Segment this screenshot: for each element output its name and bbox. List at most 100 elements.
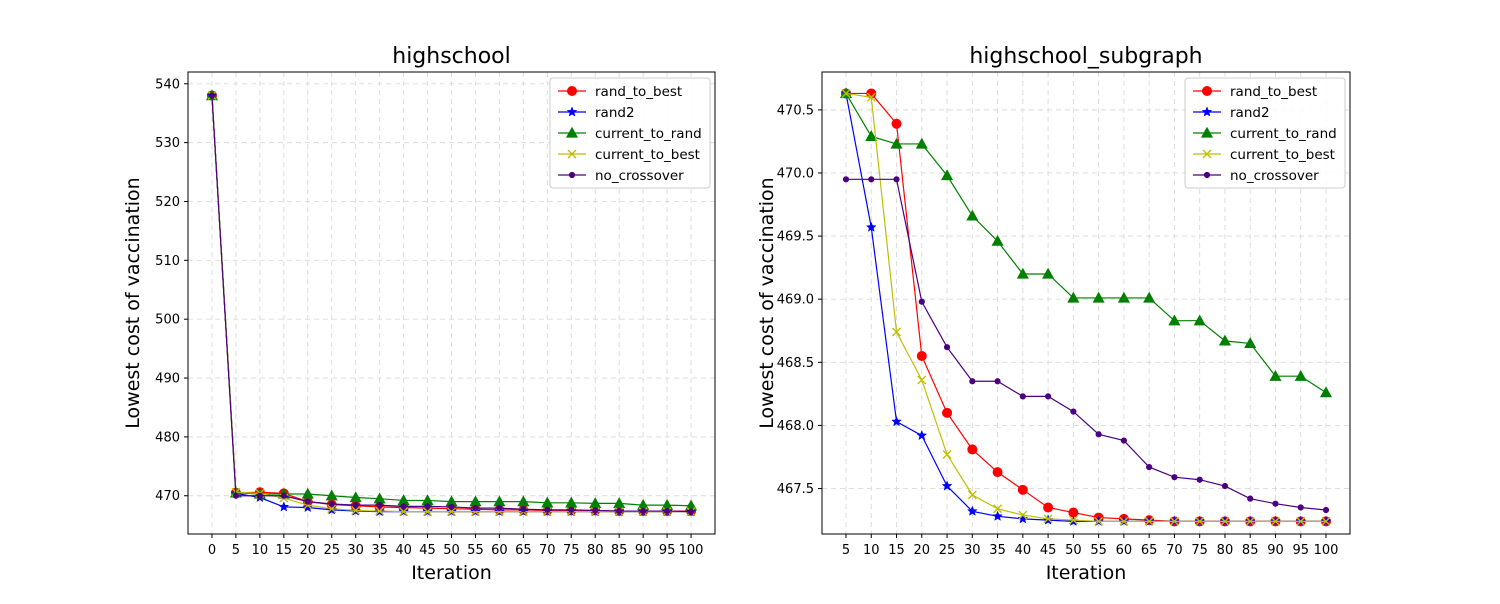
data-point <box>592 507 599 514</box>
y-tick-label: 468.5 <box>777 356 814 371</box>
data-point <box>915 137 928 149</box>
data-point <box>943 344 951 351</box>
x-tick-label: 80 <box>1217 543 1234 558</box>
x-tick-label: 80 <box>587 543 604 558</box>
y-tick-label: 510 <box>155 254 180 269</box>
data-point <box>1171 474 1178 481</box>
data-point <box>616 507 623 515</box>
data-point <box>1296 516 1306 526</box>
chart-title: highschool_subgraph <box>969 44 1202 69</box>
y-tick-label: 500 <box>155 313 180 328</box>
data-point <box>941 169 954 181</box>
legend-label: current_to_rand <box>1230 126 1337 142</box>
y-tick-label: 470.5 <box>777 103 814 118</box>
data-point <box>544 506 551 513</box>
y-tick-label: 530 <box>155 136 180 151</box>
data-point <box>1092 291 1105 303</box>
data-point <box>992 467 1003 478</box>
data-point <box>1321 516 1331 526</box>
axes-frame <box>821 71 1351 535</box>
y-tick-label: 470.0 <box>777 166 814 181</box>
data-point <box>1297 504 1304 511</box>
data-point <box>1146 463 1153 471</box>
x-axis-label: Iteration <box>411 562 492 584</box>
x-tick-label: 30 <box>964 543 981 558</box>
data-point <box>966 505 978 516</box>
data-point <box>893 176 900 183</box>
data-point <box>1018 510 1028 520</box>
legend-marker <box>567 149 577 159</box>
legend-marker <box>1202 149 1212 159</box>
data-point <box>969 378 976 385</box>
data-point <box>1269 369 1282 381</box>
x-tick-label: 35 <box>371 543 388 558</box>
legend-item-current_to_rand: current_to_rand <box>1193 126 1337 142</box>
data-point <box>1067 291 1080 303</box>
data-point <box>868 176 875 183</box>
series-line <box>845 92 1326 522</box>
legend-item-rand2: rand2 <box>558 105 635 121</box>
legend-label: current_to_best <box>595 147 700 163</box>
y-tick-label: 468.0 <box>777 419 814 434</box>
x-tick-label: 45 <box>1040 543 1057 558</box>
data-point <box>1095 431 1102 438</box>
x-tick-label: 70 <box>539 543 556 558</box>
legend: rand_to_best rand2 current_to_rand current_… <box>1184 77 1346 189</box>
x-tick-label: 50 <box>443 543 460 558</box>
series-no_crossover <box>842 176 1330 514</box>
y-tick-label: 480 <box>155 430 180 445</box>
y-tick-label: 490 <box>155 372 180 387</box>
x-tick-label: 15 <box>888 543 905 558</box>
x-tick-label: 90 <box>1267 543 1284 558</box>
legend: rand_to_best rand2 current_to_rand current_… <box>549 77 711 189</box>
series-line <box>845 93 1327 394</box>
data-point <box>891 415 902 427</box>
x-tick-label: 60 <box>491 543 508 558</box>
series-current_to_best <box>841 88 1331 526</box>
y-tick-label: 467.5 <box>777 482 814 497</box>
legend-label: rand2 <box>595 105 635 121</box>
x-tick-label: 100 <box>1314 543 1339 558</box>
data-point <box>1247 495 1254 502</box>
x-tick-label: 65 <box>1141 543 1158 558</box>
x-tick-label: 95 <box>1292 543 1309 558</box>
x-tick-label: 90 <box>635 543 652 558</box>
data-point <box>278 501 290 512</box>
data-point <box>865 221 877 232</box>
data-point <box>1322 506 1330 514</box>
x-tick-label: 45 <box>419 543 436 558</box>
data-point <box>941 480 953 491</box>
legend-item-current_to_rand: current_to_rand <box>558 126 702 142</box>
data-point <box>448 503 455 511</box>
y-tick-label: 520 <box>155 195 180 210</box>
legend-label: rand2 <box>1230 105 1270 121</box>
data-point <box>423 507 433 517</box>
x-tick-label: 55 <box>467 543 484 558</box>
y-tick-label: 469.0 <box>777 293 814 308</box>
legend-box <box>549 77 711 189</box>
x-tick-label: 20 <box>299 543 316 558</box>
data-point <box>256 492 263 499</box>
x-tick-label: 100 <box>679 543 704 558</box>
data-point <box>1169 516 1179 526</box>
data-point <box>991 234 1004 246</box>
legend-label: rand_to_best <box>1230 84 1317 100</box>
legend-marker <box>1201 106 1213 117</box>
data-point <box>1195 516 1205 526</box>
data-point <box>496 505 503 512</box>
y-tick-label: 540 <box>155 77 180 92</box>
data-point <box>916 351 927 362</box>
data-point <box>1017 484 1028 495</box>
x-tick-label: 65 <box>515 543 532 558</box>
data-point <box>1042 267 1055 279</box>
data-point <box>1117 291 1130 303</box>
legend-label: no_crossover <box>1230 168 1319 184</box>
data-point <box>327 504 337 514</box>
chart-title: highschool <box>392 44 511 69</box>
x-tick-label: 20 <box>914 543 931 558</box>
data-point <box>967 490 977 500</box>
data-point <box>1120 437 1127 444</box>
data-point <box>994 378 1001 385</box>
legend-item-current_to_best: current_to_best <box>558 147 700 163</box>
